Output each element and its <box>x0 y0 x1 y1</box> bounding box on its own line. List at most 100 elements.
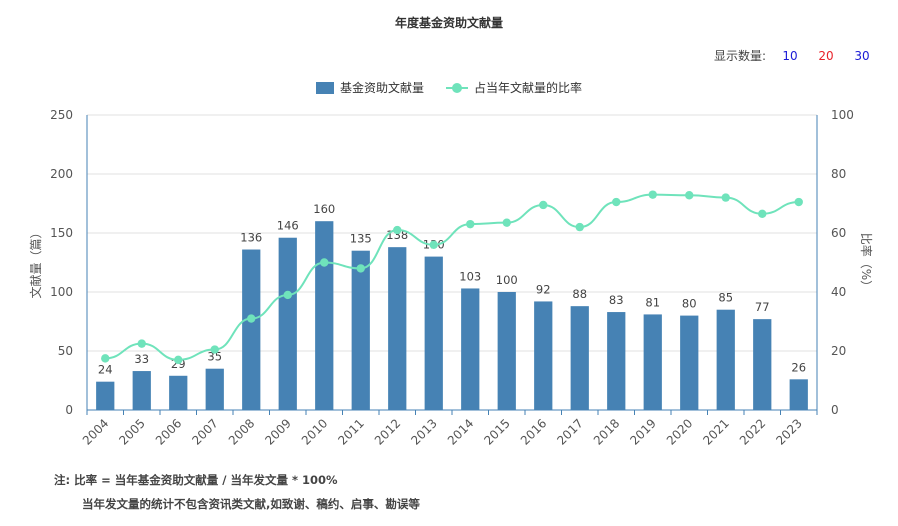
bar <box>388 247 407 410</box>
bar-value-label: 135 <box>350 232 372 246</box>
bar-value-label: 146 <box>277 219 299 233</box>
y-tick-label-right: 0 <box>831 403 839 417</box>
bar <box>461 288 480 410</box>
chart-legend: 基金资助文献量 占当年文献量的比率 <box>0 79 898 96</box>
y-tick-label-left: 200 <box>50 167 73 181</box>
chart-canvas: 0 50 100 150 200 250 0 20 40 60 80 100 文献量（篇） 比率（%） 24… <box>28 108 874 448</box>
ratio-point <box>758 209 767 219</box>
ratio-point <box>356 264 365 273</box>
y-tick-label-right: 60 <box>831 226 846 240</box>
ratio-point <box>174 355 183 365</box>
bar-value-label: 160 <box>313 202 335 216</box>
bar-value-label: 81 <box>645 295 660 309</box>
x-tick-label: 2005 <box>116 416 147 447</box>
ratio-point <box>466 219 475 229</box>
x-tick-label: 2004 <box>80 416 111 447</box>
ratio-point <box>137 339 146 348</box>
x-tick-label: 2013 <box>408 416 439 447</box>
bar <box>205 368 224 410</box>
y-tick-label-right: 20 <box>831 344 846 358</box>
legend-line-swatch <box>446 82 468 94</box>
y-tick-label-left: 100 <box>50 285 73 299</box>
bar <box>497 292 516 410</box>
display-count-option-20[interactable]: 20 <box>818 48 834 63</box>
bar <box>351 250 370 410</box>
display-count-selector: 显示数量: 10 20 30 <box>714 47 880 64</box>
y-tick-label-left: 0 <box>65 403 73 417</box>
bar <box>753 319 772 410</box>
ratio-point <box>721 193 730 202</box>
ratio-point <box>320 258 329 267</box>
x-tick-label: 2018 <box>591 416 622 447</box>
x-tick-label: 2008 <box>226 416 257 447</box>
display-count-label: 显示数量: <box>713 49 766 63</box>
bar-value-label: 77 <box>755 300 770 314</box>
bar-value-label: 80 <box>682 297 697 311</box>
bar <box>643 314 662 410</box>
chart-title: 年度基金资助文献量 <box>394 16 503 30</box>
y-tick-label-left: 250 <box>50 108 73 122</box>
bar <box>424 256 443 410</box>
display-count-option-30[interactable]: 30 <box>854 48 870 63</box>
legend-bar-swatch <box>315 81 334 94</box>
ratio-point <box>247 314 256 323</box>
x-tick-label: 2017 <box>554 416 585 447</box>
legend-item-bar[interactable]: 基金资助文献量 <box>315 79 424 96</box>
bar <box>278 237 297 410</box>
bar-value-label: 85 <box>718 291 733 305</box>
bar-value-label: 103 <box>459 269 481 283</box>
x-tick-label: 2010 <box>299 416 330 447</box>
note-count-exclusion: 当年发文量的统计不包含资讯类文献,如致谢、稿约、启事、勘误等 <box>82 497 420 511</box>
x-tick-label: 2021 <box>700 416 731 447</box>
x-tick-label: 2015 <box>481 416 512 447</box>
x-tick-label: 2014 <box>445 416 476 447</box>
y-tick-label-left: 150 <box>50 226 73 240</box>
y-tick-label-right: 80 <box>831 167 846 181</box>
ratio-point <box>612 197 621 207</box>
ratio-point <box>575 222 584 232</box>
y-axis-title-right: 比率（%） <box>859 233 874 292</box>
x-tick-label: 2020 <box>664 416 695 447</box>
bar <box>315 221 334 410</box>
note-ratio-formula: 注: 比率 = 当年基金资助文献量 / 当年发文量 * 100% <box>54 473 338 487</box>
bar-value-label: 92 <box>536 282 551 296</box>
ratio-point <box>502 218 511 227</box>
x-tick-label: 2023 <box>773 416 804 447</box>
ratio-point <box>794 197 803 207</box>
bar <box>680 315 699 410</box>
y-tick-label-right: 100 <box>831 108 854 122</box>
display-count-option-10[interactable]: 10 <box>782 48 798 63</box>
bar-value-label: 33 <box>134 352 149 366</box>
ratio-line <box>105 193 799 361</box>
x-tick-label: 2007 <box>189 416 220 447</box>
bar <box>534 301 553 410</box>
ratio-point <box>283 290 292 300</box>
ratio-point <box>539 200 548 210</box>
bar <box>132 371 151 410</box>
ratio-point <box>648 190 657 199</box>
bar <box>716 309 735 410</box>
x-tick-label: 2009 <box>262 416 293 447</box>
legend-item-line[interactable]: 占当年文献量的比率 <box>446 79 582 96</box>
ratio-point <box>210 345 219 354</box>
bar-value-label: 83 <box>609 293 624 307</box>
ratio-point <box>429 240 438 249</box>
bar <box>607 312 626 410</box>
bar-value-label: 24 <box>98 363 113 377</box>
bar <box>570 306 589 410</box>
bar-value-label: 100 <box>496 273 518 287</box>
bar <box>789 379 808 410</box>
legend-bar-label: 基金资助文献量 <box>339 81 424 95</box>
x-tick-label: 2022 <box>737 416 768 447</box>
bar-value-label: 136 <box>240 231 262 245</box>
bar <box>96 381 115 410</box>
y-tick-label-right: 40 <box>831 285 846 299</box>
y-axis-title-left: 文献量（篇） <box>28 226 43 298</box>
legend-line-label: 占当年文献量的比率 <box>474 81 583 95</box>
bar-value-label: 26 <box>791 360 806 374</box>
bar-value-label: 35 <box>207 350 222 364</box>
x-tick-label: 2016 <box>518 416 549 447</box>
y-tick-label-left: 50 <box>58 344 73 358</box>
x-tick-label: 2011 <box>335 416 366 447</box>
ratio-point <box>393 225 402 235</box>
